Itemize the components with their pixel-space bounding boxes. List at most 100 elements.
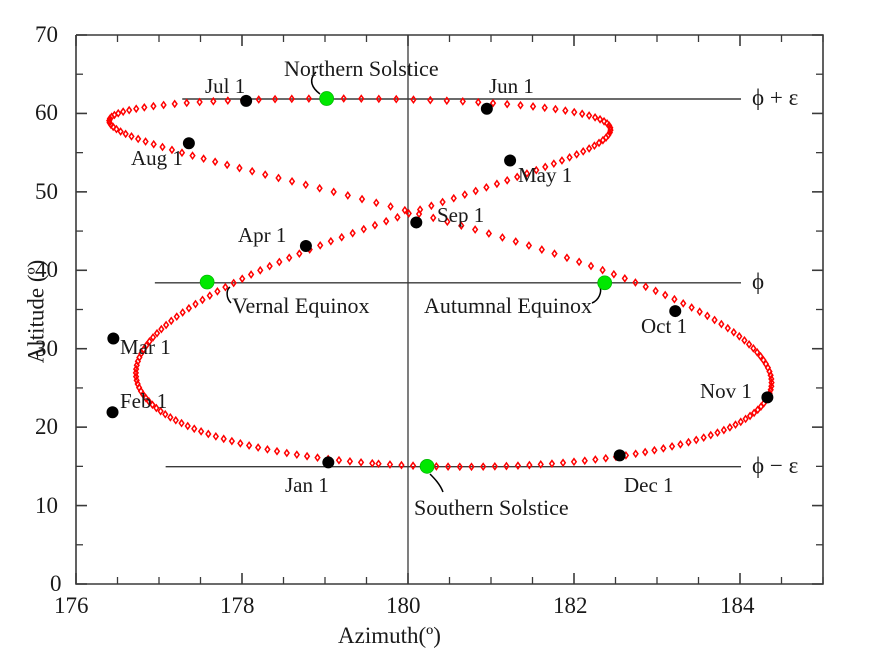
- analemma-point-90: [558, 156, 566, 165]
- analemma-point-247: [632, 449, 639, 459]
- date-marker-sep-1: [410, 216, 423, 229]
- analemma-point-117: [489, 98, 497, 108]
- analemma-point-80: [461, 190, 468, 199]
- leader-northern-solstice: [310, 71, 321, 95]
- analemma-point-82: [483, 182, 490, 192]
- analemma-point-55: [206, 291, 213, 301]
- analemma-point-36: [132, 368, 140, 378]
- ytick-label-20: 20: [35, 414, 58, 439]
- date-marker-mar-1: [107, 332, 120, 345]
- analemma-point-207: [724, 323, 731, 333]
- y-axis-title: Altitude (º): [23, 259, 49, 364]
- analemma-point-163: [200, 154, 207, 164]
- analemma-point-206: [718, 319, 725, 329]
- analemma-point-172: [316, 183, 323, 193]
- ytick-label-10: 10: [35, 493, 58, 518]
- date-label-jan: Jan 1: [285, 473, 329, 497]
- analemma-point-191: [575, 257, 583, 267]
- analemma-point-192: [587, 261, 595, 271]
- analemma-point-262: [468, 462, 475, 472]
- event-marker-vernal-equinox: [199, 274, 215, 290]
- analemma-point-173: [330, 187, 337, 197]
- analemma-point-270: [375, 459, 382, 469]
- analemma-point-176: [373, 198, 380, 208]
- date-label-jul: Jul 1: [205, 74, 246, 98]
- analemma-point-238: [707, 430, 714, 440]
- analemma-point-84: [504, 175, 511, 185]
- analemma-point-62: [266, 261, 273, 271]
- analemma-point-213: [753, 347, 761, 357]
- analemma-point-25: [157, 406, 164, 416]
- ytick-label-50: 50: [35, 179, 58, 204]
- analemma-point-137: [171, 99, 178, 109]
- event-label-northern-solstice: Northern Solstice: [284, 56, 439, 81]
- analemma-point-228: [757, 402, 765, 411]
- analemma-point-1: [357, 457, 365, 467]
- analemma-point-93: [580, 147, 587, 156]
- analemma-point-52: [185, 303, 193, 313]
- analemma-point-263: [456, 462, 463, 472]
- analemma-point-196: [632, 278, 639, 287]
- analemma-point-43: [143, 341, 150, 350]
- analemma-point-58: [230, 278, 237, 288]
- analemma-point-126: [340, 94, 347, 103]
- leader-vernal-equinox: [226, 286, 232, 304]
- analemma-point-47: [158, 324, 165, 334]
- analemma-point-267: [409, 461, 417, 471]
- analemma-point-63: [276, 257, 283, 267]
- leader-southern-solstice: [429, 473, 444, 493]
- date-marker-nov-1: [761, 391, 774, 404]
- analemma-point-73: [383, 216, 390, 226]
- analemma-point-133: [224, 96, 231, 105]
- analemma-point-102: [607, 123, 614, 133]
- analemma-point-144: [115, 108, 122, 118]
- ytick-label-0: 0: [50, 571, 62, 596]
- analemma-point-16: [212, 432, 220, 441]
- analemma-point-167: [249, 166, 256, 176]
- analemma-point-27: [149, 400, 156, 410]
- analemma-point-83: [493, 179, 501, 189]
- analemma-point-92: [573, 149, 580, 159]
- analemma-point-119: [459, 97, 466, 106]
- analemma-point-246: [642, 447, 649, 457]
- ytick-label-70: 70: [35, 22, 58, 47]
- refline-label-phi-minus-epsilon: ϕ − ε: [752, 453, 799, 478]
- analemma-point-229: [754, 405, 761, 415]
- analemma-point-264: [444, 462, 452, 472]
- date-label-dec: Dec 1: [624, 473, 674, 497]
- analemma-point-250: [602, 453, 609, 463]
- analemma-point-122: [410, 95, 417, 104]
- analemma-point-59: [239, 274, 246, 284]
- event-label-autumnal-equinox: Autumnal Equinox: [424, 293, 593, 318]
- analemma-point-221: [768, 378, 775, 387]
- analemma-point-6: [303, 451, 311, 461]
- analemma-point-256: [537, 460, 544, 469]
- analemma-point-79: [450, 193, 457, 203]
- analemma-point-87: [533, 165, 540, 175]
- analemma-point-195: [621, 274, 628, 283]
- analemma-point-78: [439, 197, 446, 207]
- analemma-point-106: [596, 114, 604, 124]
- analemma-point-111: [562, 106, 569, 115]
- xtick-label-180: 180: [386, 593, 421, 618]
- analemma-point-245: [651, 445, 658, 455]
- analemma-point-257: [526, 460, 533, 470]
- analemma-point-190: [563, 253, 571, 263]
- event-label-vernal-equinox: Vernal Equinox: [232, 293, 370, 318]
- analemma-point-222: [768, 381, 775, 391]
- analemma-point-48: [162, 320, 170, 330]
- analemma-point-70: [349, 228, 356, 238]
- analemma-point-91: [566, 153, 573, 162]
- analemma-point-194: [610, 269, 618, 279]
- analemma-point-124: [375, 94, 382, 104]
- analemma-curve: [106, 94, 775, 472]
- analemma-point-234: [732, 420, 739, 430]
- analemma-point-269: [386, 460, 394, 469]
- analemma-point-188: [538, 245, 545, 254]
- analemma-point-86: [523, 169, 531, 178]
- date-label-may: May 1: [518, 163, 573, 187]
- date-markers: [106, 94, 774, 469]
- analemma-point-56: [214, 287, 221, 296]
- analemma-point-28: [145, 397, 153, 406]
